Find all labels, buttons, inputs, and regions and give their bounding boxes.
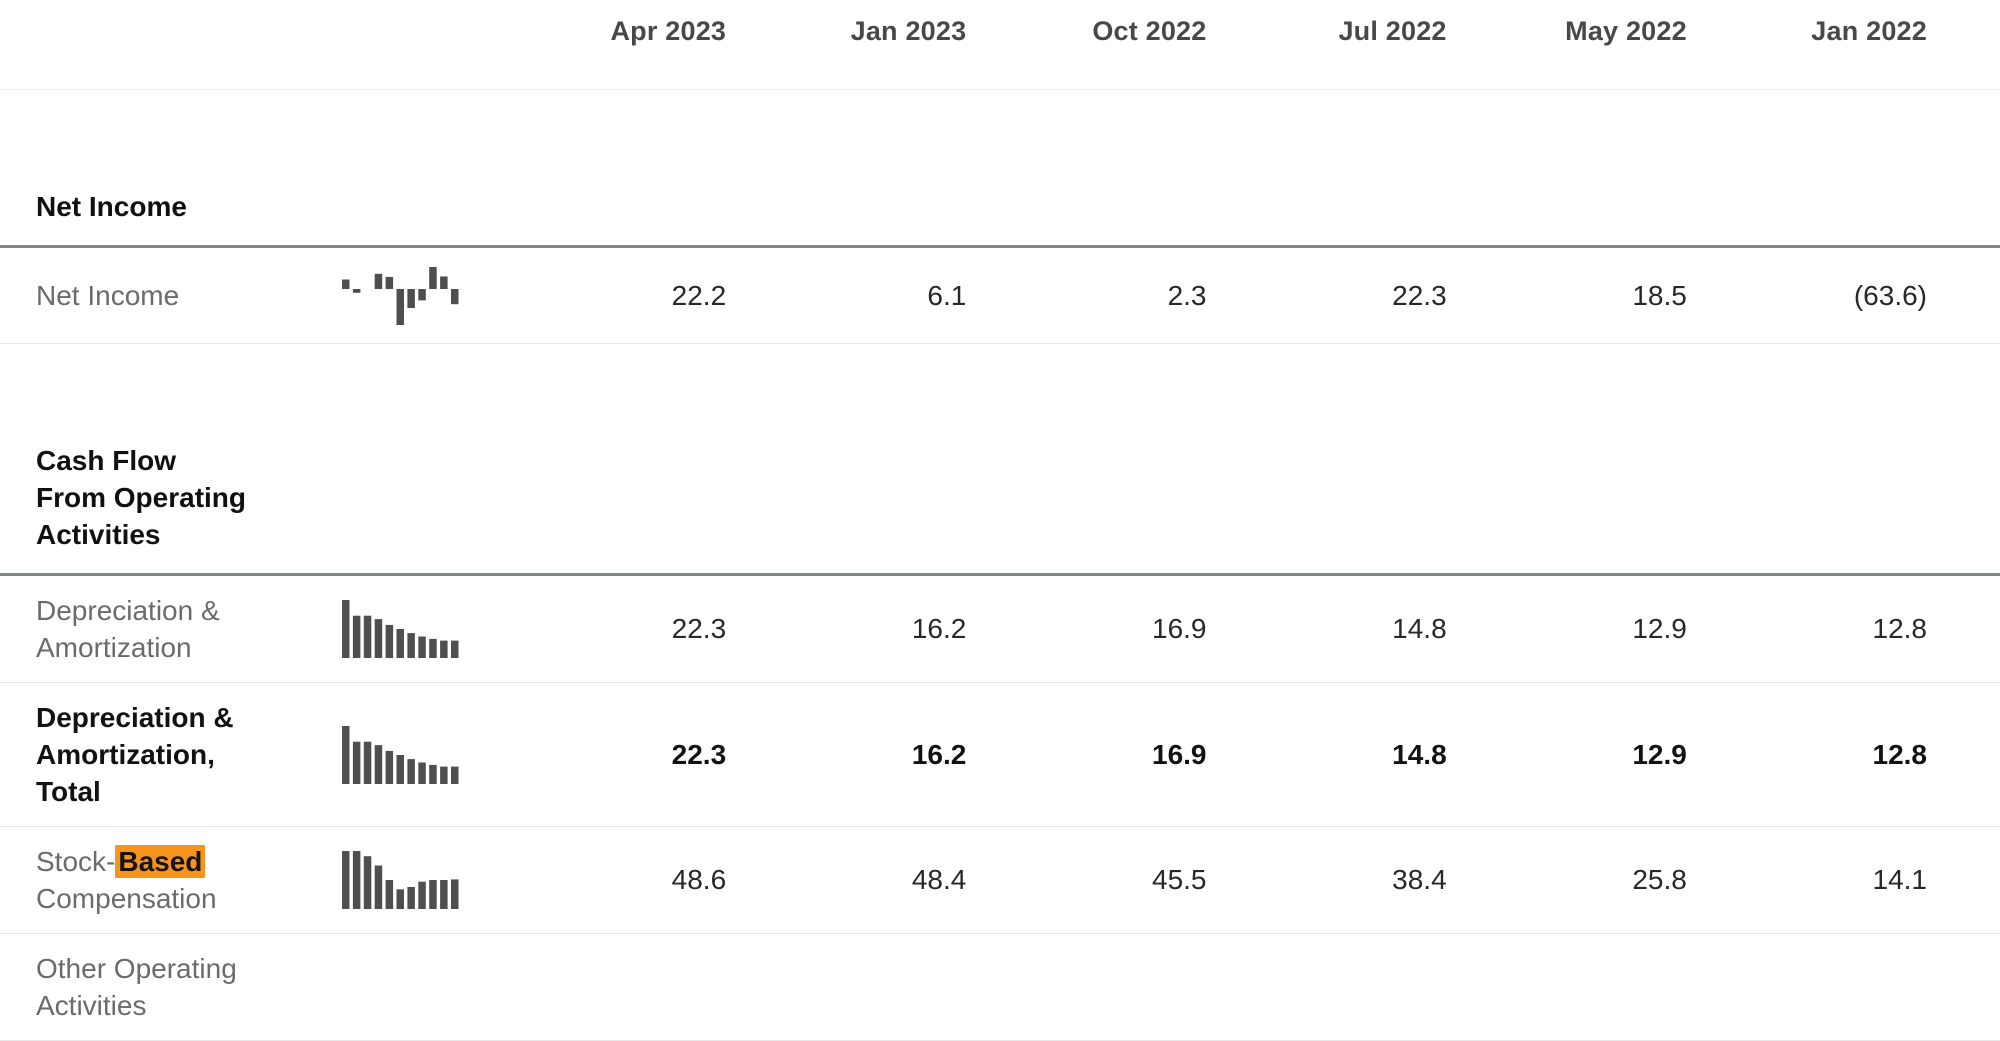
value-cell: 22.3 <box>1392 279 1447 311</box>
value-cell: 22.3 <box>671 613 727 644</box>
table-row-other-operating-activities: Other Operating Activities <box>0 934 2000 1041</box>
section-title: Cash Flow From Operating Activities <box>36 445 247 550</box>
table-row-depreciation-amortization: Depreciation & Amortization 22.3 16.2 16… <box>0 576 2000 683</box>
value-cell: 6.1 <box>927 279 967 311</box>
table-row-stock-based-compensation: Stock- Based Compensation 48.6 48.4 45.5 … <box>0 827 2000 934</box>
value-cell: 16.2 <box>911 613 967 644</box>
value-cell: 16.9 <box>1152 738 1207 770</box>
value-cell: 14.1 <box>1872 864 1928 895</box>
column-header-row: Apr 2023 Jan 2023 Oct 2022 Jul 2022 May … <box>0 0 2000 90</box>
row-label-stock-based-compensation[interactable]: Stock- Based Compensation <box>36 843 246 917</box>
table-row-net-income: Net Income 22.2 6.1 2.3 22.3 18.5 (63.6) <box>0 248 2000 344</box>
value-cell: 25.8 <box>1632 864 1687 895</box>
value-cell: 48.4 <box>911 864 967 895</box>
column-header-jan-2023[interactable]: Jan 2023 <box>850 16 967 46</box>
depreciation-amortization-sparkline-chart <box>246 600 486 658</box>
column-header-jan-2022[interactable]: Jan 2022 <box>1811 16 1927 46</box>
section-header-cash-flow-operating: Cash Flow From Operating Activities <box>0 344 2000 576</box>
value-cell: 16.9 <box>1152 613 1207 644</box>
depreciation-amortization-total-sparkline-chart <box>246 725 486 784</box>
row-label-depreciation-amortization-total[interactable]: Depreciation & Amortization, Total <box>36 702 234 807</box>
column-header-jul-2022[interactable]: Jul 2022 <box>1338 16 1447 46</box>
label-text: Stock- <box>36 846 116 877</box>
value-cell: 12.8 <box>1872 613 1928 644</box>
section-header-net-income: Net Income <box>0 90 2000 248</box>
value-cell: 2.3 <box>1167 279 1207 311</box>
column-header-apr-2023[interactable]: Apr 2023 <box>610 16 727 46</box>
value-cell: 12.8 <box>1872 738 1928 770</box>
row-label-other-operating-activities[interactable]: Other Operating Activities <box>36 953 237 1021</box>
stock-based-compensation-sparkline-chart <box>246 851 486 909</box>
value-cell: 22.2 <box>671 279 727 311</box>
value-cell: (63.6) <box>1853 279 1927 311</box>
value-cell: 12.9 <box>1632 613 1687 644</box>
value-cell: 38.4 <box>1392 864 1447 895</box>
value-cell: 14.8 <box>1392 613 1447 644</box>
value-cell: 12.9 <box>1632 738 1687 770</box>
value-cell: 18.5 <box>1632 279 1687 311</box>
column-header-oct-2022[interactable]: Oct 2022 <box>1092 16 1207 46</box>
value-cell: 22.3 <box>671 738 727 770</box>
row-label-depreciation-amortization[interactable]: Depreciation & Amortization <box>36 595 220 663</box>
value-cell: 48.6 <box>671 864 727 895</box>
column-header-may-2022[interactable]: May 2022 <box>1565 16 1687 46</box>
net-income-sparkline-chart <box>246 266 486 325</box>
value-cell: 16.2 <box>911 738 967 770</box>
label-text: Compensation <box>36 883 217 914</box>
section-title: Net Income <box>36 191 187 222</box>
value-cell: 14.8 <box>1392 738 1447 770</box>
row-label-net-income[interactable]: Net Income <box>36 280 180 311</box>
table-row-depreciation-amortization-total: Depreciation & Amortization, Total 22.3 … <box>0 683 2000 827</box>
value-cell: 45.5 <box>1152 864 1207 895</box>
search-highlight: Based <box>115 845 206 878</box>
